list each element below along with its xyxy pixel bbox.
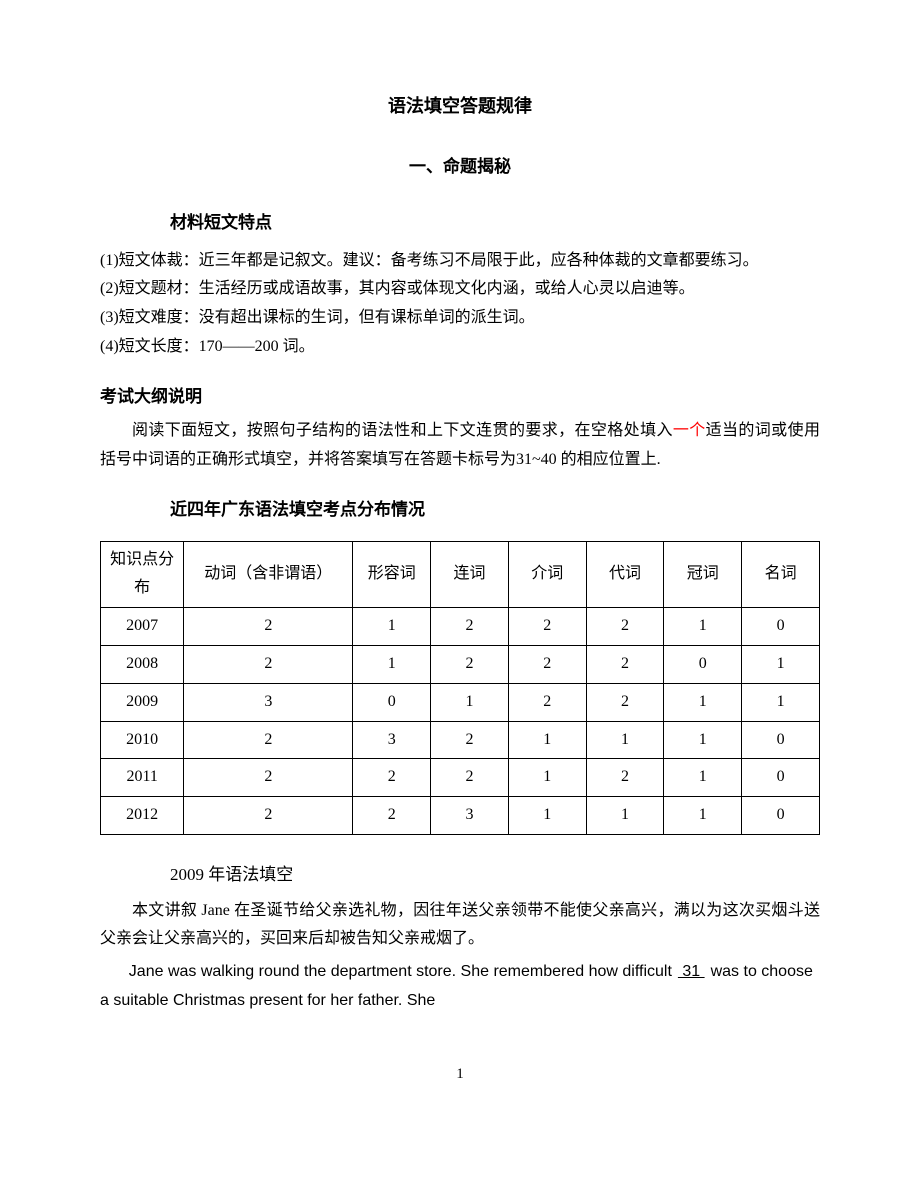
table-title: 近四年广东语法填空考点分布情况 [170, 495, 820, 526]
table-cell: 1 [508, 721, 586, 759]
table-cell: 2 [184, 721, 353, 759]
table-cell: 1 [664, 797, 742, 835]
exam-heading: 考试大纲说明 [100, 382, 820, 413]
material-points: (1)短文体裁：近三年都是记叙文。建议：备考练习不局限于此，应各种体裁的文章都要… [100, 247, 820, 362]
table-header-cell: 名词 [742, 541, 820, 608]
material-point-1: (1)短文体裁：近三年都是记叙文。建议：备考练习不局限于此，应各种体裁的文章都要… [100, 247, 820, 276]
table-header-cell: 介词 [508, 541, 586, 608]
table-cell: 0 [664, 645, 742, 683]
table-cell: 1 [664, 721, 742, 759]
table-cell: 0 [742, 721, 820, 759]
table-cell: 2 [184, 608, 353, 646]
table-cell: 2 [431, 759, 509, 797]
table-row: 20112221210 [101, 759, 820, 797]
table-cell: 2 [586, 759, 664, 797]
table-cell: 3 [353, 721, 431, 759]
header-text-line1: 知识点分 [109, 546, 175, 575]
table-cell: 1 [586, 721, 664, 759]
document-title: 语法填空答题规律 [100, 90, 820, 122]
table-header-cell: 连词 [431, 541, 509, 608]
table-row: 20072122210 [101, 608, 820, 646]
table-cell: 1 [353, 645, 431, 683]
table-header-cell: 冠词 [664, 541, 742, 608]
page-number: 1 [100, 1061, 820, 1088]
table-cell: 2 [184, 759, 353, 797]
table-cell: 2012 [101, 797, 184, 835]
table-cell: 0 [353, 683, 431, 721]
table-cell: 0 [742, 608, 820, 646]
table-cell: 1 [742, 645, 820, 683]
table-cell: 2 [508, 683, 586, 721]
table-cell: 2 [586, 608, 664, 646]
exam-paragraph: 阅读下面短文，按照句子结构的语法性和上下文连贯的要求，在空格处填入一个适当的词或… [100, 417, 820, 475]
table-header-cell: 代词 [586, 541, 664, 608]
material-heading: 材料短文特点 [170, 208, 820, 239]
table-cell: 2008 [101, 645, 184, 683]
table-cell: 1 [664, 759, 742, 797]
table-header-cell: 知识点分 布 [101, 541, 184, 608]
table-cell: 2 [508, 608, 586, 646]
table-cell: 1 [664, 683, 742, 721]
exam-para-pre: 阅读下面短文，按照句子结构的语法性和上下文连贯的要求，在空格处填入 [132, 422, 673, 439]
table-row: 20082122201 [101, 645, 820, 683]
table-header-row: 知识点分 布 动词（含非谓语） 形容词 连词 介词 代词 冠词 名词 [101, 541, 820, 608]
table-cell: 2 [431, 645, 509, 683]
section-heading: 一、命题揭秘 [100, 152, 820, 183]
table-cell: 1 [664, 608, 742, 646]
table-cell: 3 [184, 683, 353, 721]
table-header-cell: 形容词 [353, 541, 431, 608]
table-cell: 1 [742, 683, 820, 721]
table-cell: 1 [508, 759, 586, 797]
header-text-line2: 布 [109, 574, 175, 603]
material-point-3: (3)短文难度：没有超出课标的生词，但有课标单词的派生词。 [100, 304, 820, 333]
table-cell: 2 [184, 797, 353, 835]
table-cell: 2 [431, 721, 509, 759]
table-cell: 2 [353, 759, 431, 797]
year-heading: 2009 年语法填空 [170, 860, 820, 891]
table-cell: 1 [508, 797, 586, 835]
chinese-body-1: 本文讲叙 Jane 在圣诞节给父亲选礼物，因往年送父亲领带不能使父亲高兴，满以为… [100, 897, 820, 955]
english-body: Jane was walking round the department st… [100, 958, 820, 1016]
table-cell: 1 [431, 683, 509, 721]
table-cell: 2 [353, 797, 431, 835]
table-cell: 2 [586, 683, 664, 721]
table-row: 20102321110 [101, 721, 820, 759]
table-cell: 1 [353, 608, 431, 646]
fill-blank-31: 31 [672, 963, 711, 980]
table-cell: 0 [742, 759, 820, 797]
table-cell: 2011 [101, 759, 184, 797]
table-cell: 2 [431, 608, 509, 646]
table-cell: 2009 [101, 683, 184, 721]
exam-para-highlight: 一个 [673, 422, 706, 439]
table-row: 20093012211 [101, 683, 820, 721]
table-cell: 2007 [101, 608, 184, 646]
table-cell: 2 [508, 645, 586, 683]
distribution-table: 知识点分 布 动词（含非谓语） 形容词 连词 介词 代词 冠词 名词 20072… [100, 541, 820, 835]
table-cell: 1 [586, 797, 664, 835]
en-body-pre: Jane was walking round the department st… [129, 963, 672, 980]
table-cell: 2 [586, 645, 664, 683]
table-header-cell: 动词（含非谓语） [184, 541, 353, 608]
material-point-4: (4)短文长度：170——200 词。 [100, 333, 820, 362]
table-body: 2007212221020082122201200930122112010232… [101, 608, 820, 835]
table-cell: 2 [184, 645, 353, 683]
table-cell: 2010 [101, 721, 184, 759]
table-row: 20122231110 [101, 797, 820, 835]
table-cell: 3 [431, 797, 509, 835]
material-point-2: (2)短文题材：生活经历或成语故事，其内容或体现文化内涵，或给人心灵以启迪等。 [100, 275, 820, 304]
table-cell: 0 [742, 797, 820, 835]
